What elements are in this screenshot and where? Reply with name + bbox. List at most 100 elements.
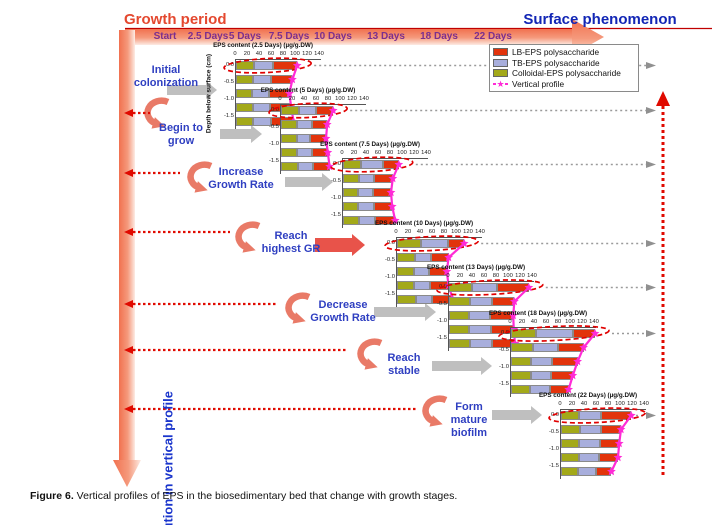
chart-plot-area: 0.0 -0.5 -1.0 -1.5	[330, 156, 433, 228]
gray-stage-flow-arrow-5	[374, 303, 436, 321]
x-tick-label: 100	[290, 51, 300, 57]
chart-title: EPS content (5 Days) (µg/g.DW)	[260, 87, 356, 94]
gray-stage-flow-arrow-1	[167, 81, 217, 99]
profile-star-marker	[573, 356, 582, 366]
x-axis: 0 20 40 60 80 100 120 140	[558, 401, 649, 410]
depth-tick-label: -0.5	[549, 429, 559, 435]
vertical-profile-line	[567, 332, 596, 390]
bar-segment-colloidal-eps	[449, 325, 470, 334]
bar-row-depth-0	[397, 239, 465, 248]
depth-tick-label: -1.0	[269, 141, 279, 147]
x-tick-label: 100	[565, 319, 575, 325]
bar-segment-tb-eps	[579, 453, 600, 462]
profile-star-marker	[387, 201, 397, 211]
chart-title: EPS content (13 Days) (µg/g.DW)	[426, 264, 526, 271]
bar-segment-tb-eps	[297, 120, 312, 129]
timeline-label-13-days: 13 Days	[367, 31, 405, 42]
surface-link-arrowhead-7	[646, 412, 656, 419]
bar-row-depth-0	[449, 283, 529, 292]
bar-segment-colloidal-eps	[343, 188, 358, 197]
profile-star-marker	[394, 159, 404, 169]
x-tick-label: 140	[314, 51, 324, 57]
x-tick-label: 0	[278, 96, 282, 102]
bar-segment-colloidal-eps	[449, 311, 470, 320]
bar-segment-colloidal-eps	[236, 117, 254, 126]
x-tick-label: 120	[627, 401, 637, 407]
x-tick-label: 20	[288, 96, 296, 102]
profile-star-marker	[579, 342, 588, 352]
bar-row-depth-0	[343, 160, 399, 169]
bar-segment-tb-eps	[299, 106, 316, 115]
profile-star-marker	[390, 215, 400, 225]
depth-tick-label: -0.5	[385, 257, 395, 263]
bar-row-depth-0	[281, 106, 334, 115]
bar-row-depth-4	[281, 162, 330, 171]
x-tick-label: 0	[446, 273, 450, 279]
x-axis: 0 20 40 60 80 100 120 140	[278, 96, 369, 105]
chart-plot-area: 0.0 -0.5 -1.0 -1.5	[384, 235, 487, 307]
legend-item: Colloidal-EPS polysaccharide	[493, 68, 635, 79]
profile-star-marker	[288, 74, 297, 84]
x-tick-label: 20	[568, 401, 576, 407]
profile-star-marker	[508, 310, 518, 320]
x-tick-label: 120	[409, 150, 419, 156]
gray-stage-flow-arrow-7	[492, 406, 542, 424]
surface-link-arrowhead-5	[646, 284, 656, 291]
chart-plot-area: 0.0 -0.5 -1.0 -1.5	[548, 407, 651, 479]
x-tick-label: 80	[554, 319, 562, 325]
vertical-profile-legend-icon: ★	[493, 79, 508, 88]
profile-star-marker	[568, 370, 578, 380]
x-tick-label: 100	[335, 96, 345, 102]
bar-segment-tb-eps	[361, 160, 383, 169]
depth-tick-label: -0.5	[437, 301, 447, 307]
bar-segment-tb-eps	[469, 311, 491, 320]
bar-segment-tb-eps	[530, 371, 552, 380]
legend-swatch	[493, 58, 508, 67]
bar-segment-tb-eps	[531, 357, 553, 366]
stage-transition-curved-arrow-3	[235, 221, 261, 253]
profile-star-marker	[442, 266, 452, 276]
bar-segment-tb-eps	[252, 103, 271, 112]
x-tick-label: 0	[340, 150, 344, 156]
profile-star-marker	[524, 282, 534, 292]
bar-segment-tb-eps	[416, 295, 433, 304]
bar-segment-colloidal-eps	[236, 89, 253, 98]
bar-segment-tb-eps	[579, 425, 602, 434]
timeline-label-5-days: 5 Days	[228, 31, 262, 42]
bar-segment-colloidal-eps	[397, 253, 415, 262]
bar-segment-colloidal-eps	[397, 239, 421, 248]
depth-tick-label: -1.5	[385, 291, 395, 297]
bar-row-depth-1	[561, 425, 621, 434]
x-tick-label: 40	[416, 229, 424, 235]
timeline-label-22-days: 22 Days	[474, 31, 512, 42]
profile-star-marker	[590, 328, 600, 338]
red-stage-flow-arrow-4	[315, 234, 365, 256]
top-layer-highlight-ellipse	[223, 57, 312, 74]
surface-link-arrowhead-1	[646, 62, 656, 69]
bar-segment-tb-eps	[358, 188, 373, 197]
evolution-axis-arrow	[113, 30, 141, 487]
bar-segment-tb-eps	[470, 297, 492, 306]
profile-star-marker	[564, 384, 573, 394]
profile-star-marker	[626, 410, 636, 420]
bar-row-depth-3	[343, 202, 393, 211]
x-tick-label: 120	[347, 96, 357, 102]
x-tick-label: 100	[615, 401, 625, 407]
bar-segment-tb-eps	[254, 61, 274, 70]
top-layer-highlight-ellipse	[498, 325, 610, 342]
bar-segment-colloidal-eps	[561, 467, 578, 476]
bar-segment-colloidal-eps	[511, 385, 531, 394]
depth-tick-label: -1.5	[549, 463, 559, 469]
depth-tick-label: -1.0	[331, 195, 341, 201]
bar-segment-tb-eps	[469, 325, 491, 334]
bar-row-depth-2	[281, 134, 326, 143]
x-axis: 0 20 40 60 80 100 120 140	[233, 51, 324, 60]
bar-segment-tb-eps	[577, 467, 596, 476]
x-tick-label: 60	[428, 229, 436, 235]
bar-segment-tb-eps	[530, 385, 550, 394]
depth-tick-label: 0.0	[225, 62, 234, 68]
legend-label: Colloidal-EPS polysaccharide	[512, 68, 621, 79]
bar-row-depth-4	[561, 467, 612, 476]
x-tick-label: 100	[503, 273, 513, 279]
x-tick-label: 80	[279, 51, 287, 57]
